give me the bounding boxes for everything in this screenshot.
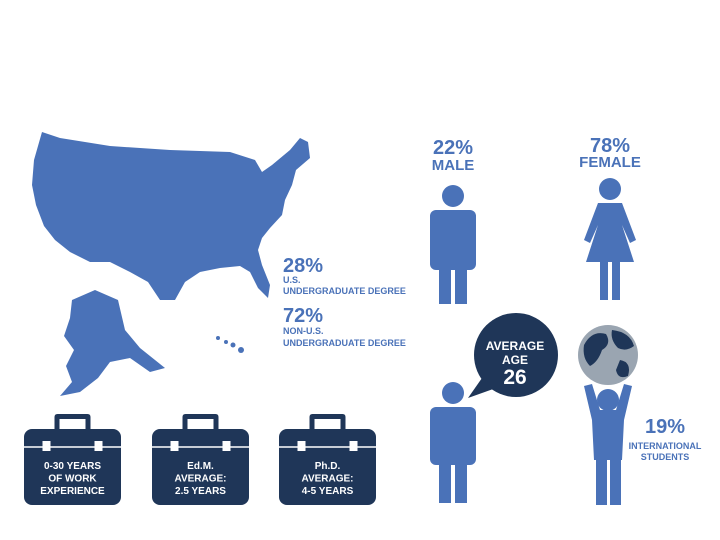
briefcase-handle bbox=[182, 414, 219, 430]
head bbox=[597, 389, 619, 411]
stat-value: 28% bbox=[283, 255, 323, 277]
body bbox=[584, 384, 632, 460]
us-map bbox=[32, 132, 310, 300]
stat-label: UNDERGRADUATE DEGREE bbox=[283, 286, 406, 296]
briefcase-label: AVERAGE: bbox=[301, 474, 353, 485]
leg bbox=[455, 455, 467, 503]
leg bbox=[455, 260, 467, 304]
bubble bbox=[474, 313, 558, 397]
dress bbox=[584, 203, 636, 262]
briefcase-clasp bbox=[170, 441, 179, 451]
leg bbox=[439, 260, 451, 304]
briefcase-label: 2.5 YEARS bbox=[175, 486, 226, 497]
age-label: AGE bbox=[502, 353, 528, 367]
briefcase-label: EXPERIENCE bbox=[40, 486, 105, 497]
head bbox=[442, 382, 464, 404]
leg bbox=[600, 260, 608, 300]
international-value: 19% bbox=[645, 416, 685, 438]
alaska bbox=[60, 290, 165, 396]
stat-value: 72% bbox=[283, 305, 323, 327]
leg bbox=[612, 260, 620, 300]
international-icon bbox=[584, 384, 632, 505]
gender-value: 78% bbox=[590, 135, 630, 157]
leg bbox=[596, 455, 607, 505]
briefcase-label: 4-5 YEARS bbox=[302, 486, 354, 497]
hawaii bbox=[216, 336, 244, 353]
briefcase-label: AVERAGE: bbox=[174, 474, 226, 485]
leg bbox=[439, 455, 451, 503]
body bbox=[430, 210, 476, 270]
gender-label: FEMALE bbox=[579, 154, 641, 171]
international-label: STUDENTS bbox=[641, 452, 690, 462]
briefcase-handle bbox=[309, 414, 346, 430]
gender-value: 22% bbox=[433, 137, 473, 159]
briefcase-clasp bbox=[349, 441, 358, 451]
leg bbox=[610, 455, 621, 505]
person-icon bbox=[430, 382, 476, 503]
gender-label: MALE bbox=[432, 157, 475, 174]
briefcase-clasp bbox=[94, 441, 103, 451]
stat-label: NON-U.S. bbox=[283, 326, 324, 336]
head bbox=[442, 185, 464, 207]
briefcase-label: 0-30 YEARS bbox=[44, 461, 101, 472]
stat-label: UNDERGRADUATE DEGREE bbox=[283, 338, 406, 348]
female-icon bbox=[584, 178, 636, 300]
body bbox=[430, 407, 476, 465]
male-icon bbox=[430, 185, 476, 304]
briefcase-label: OF WORK bbox=[48, 474, 97, 485]
briefcase-handle bbox=[54, 414, 91, 430]
bubble-tail bbox=[468, 378, 496, 398]
head bbox=[599, 178, 621, 200]
briefcase-label: Ph.D. bbox=[315, 461, 341, 472]
briefcase-clasp bbox=[42, 441, 51, 451]
briefcase-label: Ed.M. bbox=[187, 461, 214, 472]
island bbox=[216, 336, 220, 340]
age-bubble bbox=[468, 313, 558, 398]
briefcase-clasp bbox=[222, 441, 231, 451]
briefcase-clasp bbox=[297, 441, 306, 451]
island bbox=[230, 342, 236, 348]
age-value: 26 bbox=[503, 366, 526, 389]
international-label: INTERNATIONAL bbox=[629, 441, 702, 451]
stat-label: U.S. bbox=[283, 275, 301, 285]
age-label: AVERAGE bbox=[486, 339, 544, 353]
globe-icon bbox=[578, 325, 638, 385]
island bbox=[238, 347, 244, 353]
island bbox=[224, 340, 228, 344]
continents bbox=[583, 330, 634, 378]
